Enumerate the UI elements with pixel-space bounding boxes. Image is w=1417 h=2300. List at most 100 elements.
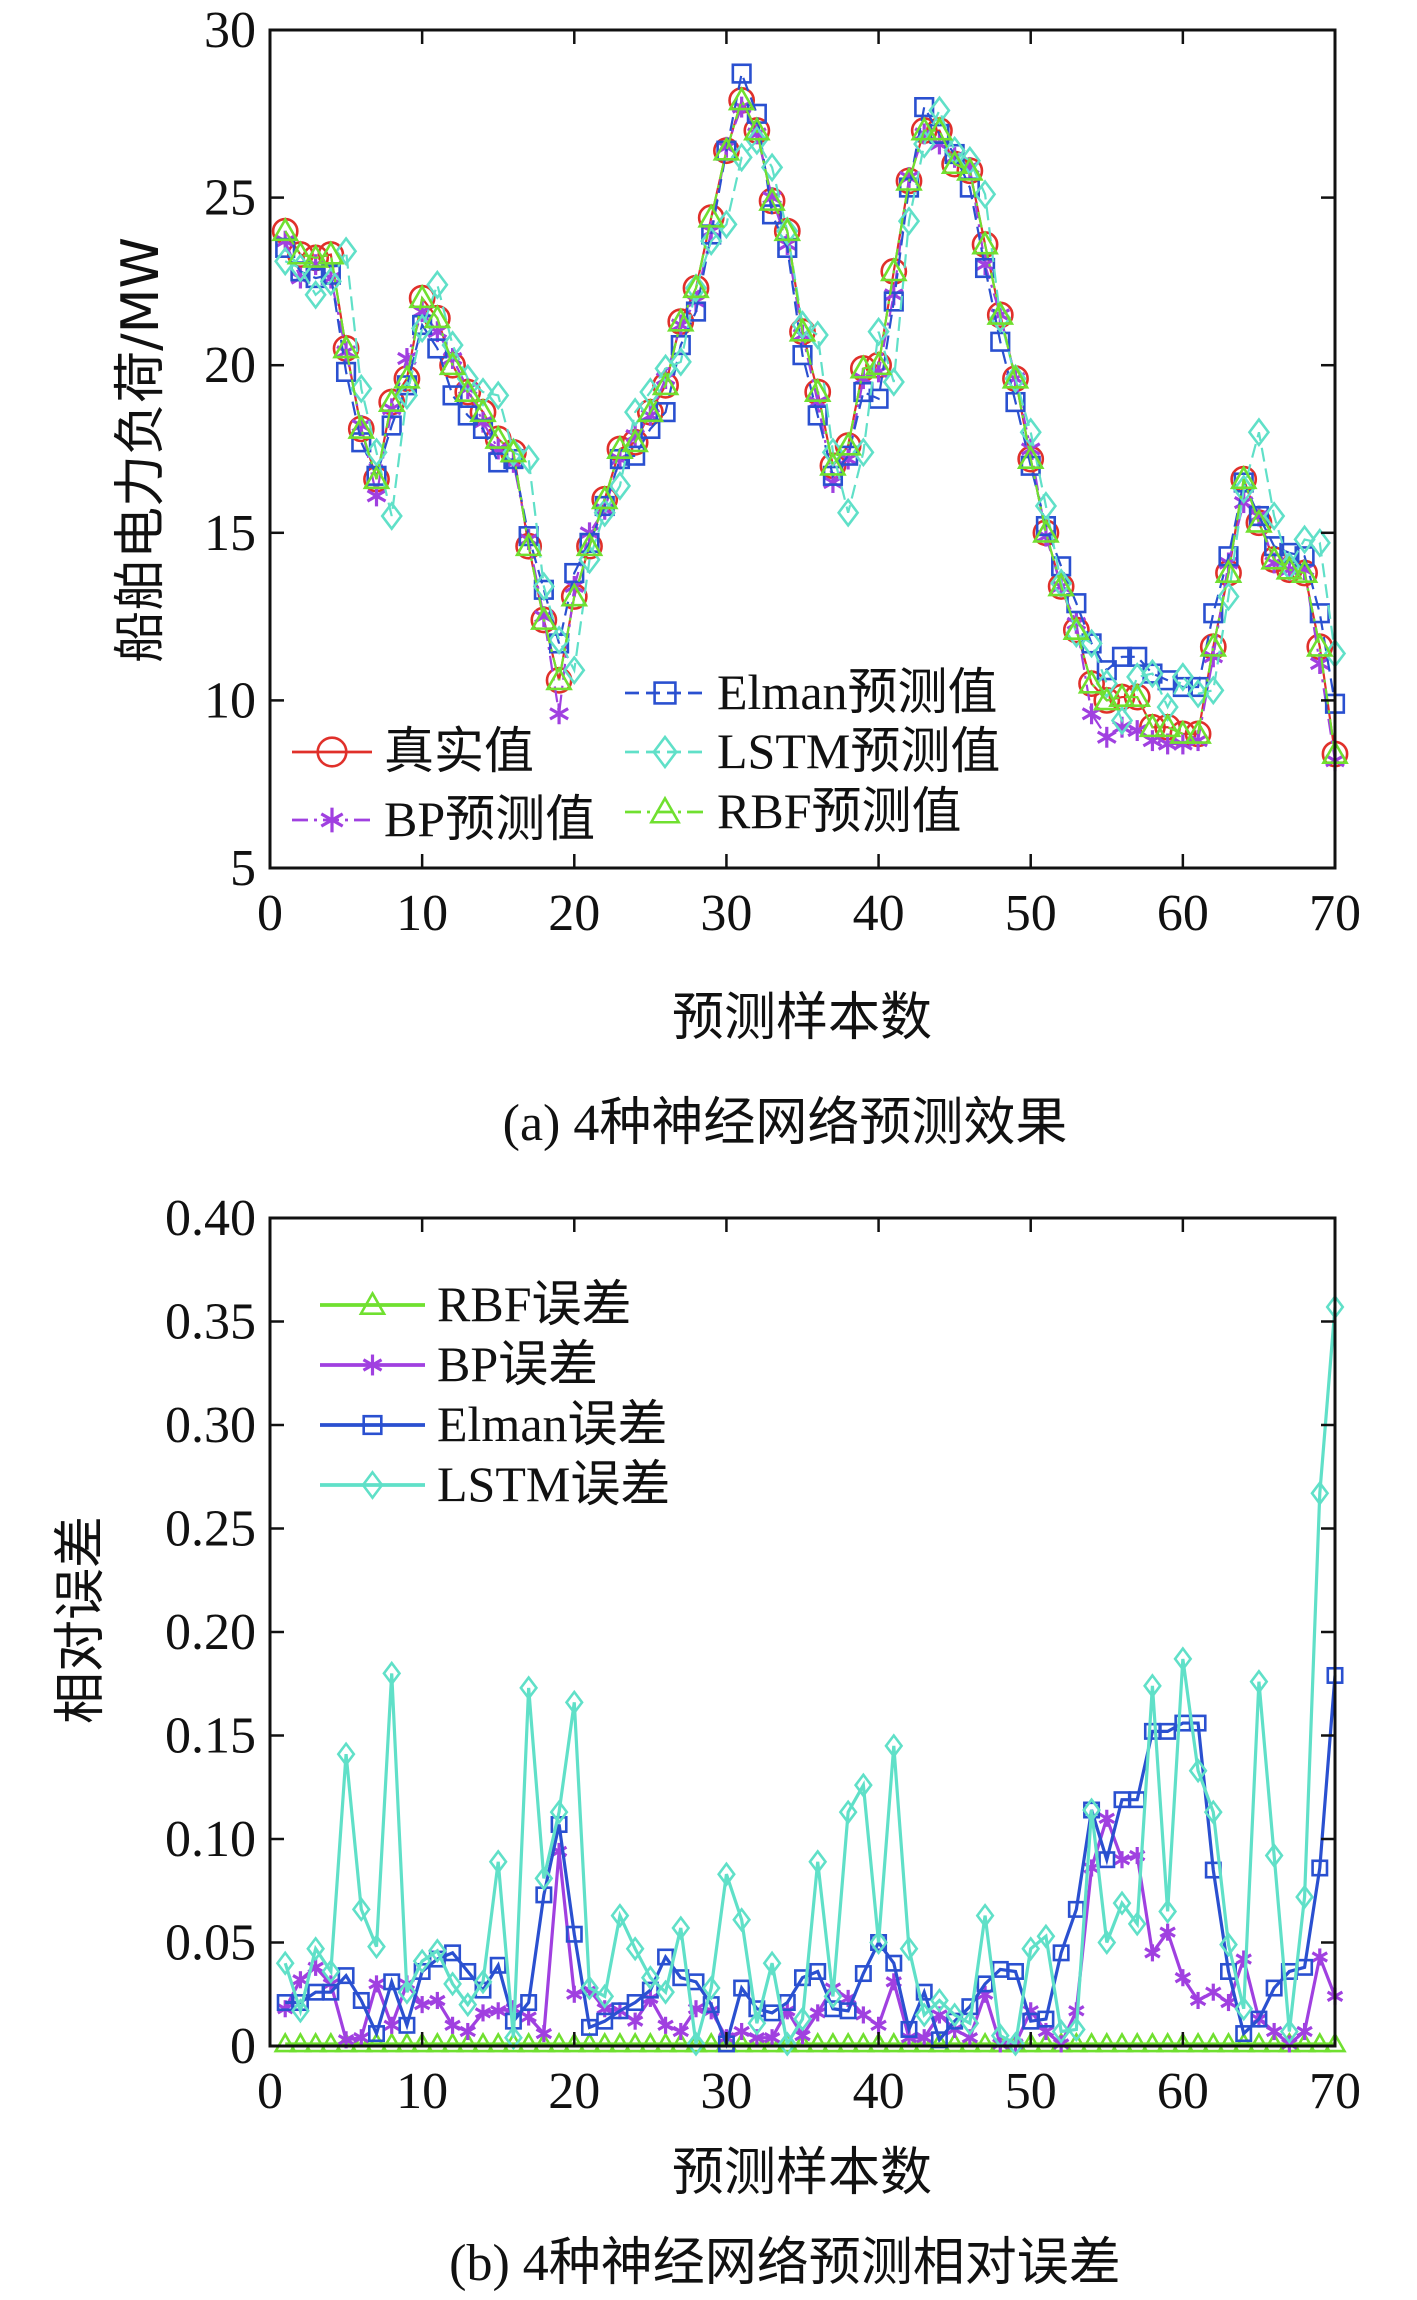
data-point (1021, 1936, 1041, 1962)
data-point (670, 334, 691, 356)
data-point (427, 1938, 447, 1964)
data-point (1112, 1890, 1132, 1916)
data-point (883, 291, 904, 312)
legend-marker (316, 736, 348, 768)
data-point (729, 2031, 754, 2053)
data-point (727, 86, 756, 111)
data-point (519, 1675, 539, 1701)
data-point (453, 377, 482, 402)
data-point (441, 330, 464, 360)
data-point (912, 2031, 936, 2053)
data-point (867, 316, 890, 347)
data-point (549, 1799, 569, 1825)
data-point (700, 226, 723, 256)
data-point (1004, 363, 1027, 394)
data-point (291, 1998, 310, 2024)
data-point (608, 471, 632, 501)
legend-label: Elman误差 (437, 1396, 668, 1452)
data-point (317, 240, 345, 265)
data-point (1171, 2031, 1195, 2053)
legend-item: Elman预测值 (625, 664, 998, 720)
data-point (773, 216, 802, 242)
data-point (535, 2025, 553, 2043)
data-point (640, 1965, 660, 1991)
data-point (1125, 2031, 1149, 2053)
data-point (545, 666, 573, 691)
x-tick-label: 40 (853, 2063, 905, 2120)
data-point (853, 381, 874, 403)
data-point (1234, 1996, 1254, 2022)
data-point (442, 385, 463, 406)
legend-item: LSTM误差 (320, 1456, 670, 1512)
data-point (761, 204, 783, 225)
data-point (788, 317, 817, 342)
data-point (732, 1907, 752, 1933)
data-point (712, 136, 741, 161)
data-point (1144, 1944, 1161, 1962)
data-point (745, 125, 768, 156)
data-point (686, 2031, 706, 2057)
chart-b-series-layer (273, 1294, 1347, 2057)
data-point (973, 179, 997, 210)
data-point (1051, 2018, 1071, 2045)
data-point (1229, 464, 1258, 490)
legend-item: BP误差 (320, 1336, 598, 1392)
data-point (1123, 682, 1152, 708)
x-tick-label: 70 (1309, 885, 1361, 942)
data-point (292, 1971, 309, 1989)
data-point (490, 2002, 507, 2020)
data-point (975, 1903, 995, 1929)
legend-marker (361, 1470, 384, 1500)
data-point (488, 1849, 508, 1875)
data-point (1311, 1859, 1329, 1877)
x-tick-label: 0 (257, 2063, 283, 2120)
data-point (625, 1936, 645, 1962)
legend-label: Elman预测值 (717, 664, 998, 720)
series-2 (275, 63, 1346, 714)
legend-marker (362, 1354, 383, 1376)
data-point (823, 1983, 843, 2009)
x-tick-label: 10 (396, 2063, 448, 2120)
data-point (656, 1979, 675, 2005)
data-point (626, 2012, 644, 2030)
data-point (942, 2031, 967, 2053)
data-point (1235, 2025, 1253, 2043)
y-tick-label: 25 (204, 170, 256, 227)
data-point (915, 1983, 933, 2001)
data-point (301, 243, 330, 268)
y-tick-label: 0 (230, 2018, 256, 2075)
data-point (367, 1934, 386, 1960)
data-point (1186, 2031, 1210, 2053)
x-tick-label: 40 (853, 885, 905, 942)
data-point (575, 532, 604, 557)
data-point (897, 2031, 921, 2053)
legend-item: RBF预测值 (625, 783, 962, 839)
data-point (1265, 1979, 1283, 1997)
data-point (879, 257, 908, 282)
data-point (914, 2002, 934, 2028)
data-point (930, 1987, 949, 2013)
y-tick-label: 0.35 (165, 1294, 256, 1351)
data-point (1034, 2031, 1058, 2053)
chart-a-xlabel: 预测样本数 (672, 988, 932, 1048)
data-point (532, 571, 555, 602)
y-tick-label: 0.15 (165, 1708, 256, 1765)
data-point (423, 304, 452, 329)
data-point (1250, 2010, 1268, 2028)
legend-label: LSTM误差 (437, 1456, 670, 1512)
data-point (380, 501, 403, 531)
data-point (854, 1965, 872, 1983)
data-point (534, 1865, 554, 1891)
data-point (760, 2031, 784, 2053)
chart-a-frame (268, 28, 1337, 870)
y-tick-label: 0.05 (165, 1915, 256, 1972)
data-point (925, 116, 954, 141)
data-point (395, 2031, 419, 2053)
data-point (1158, 1898, 1178, 1924)
data-point (916, 2029, 933, 2047)
data-point (1066, 2016, 1086, 2042)
data-point (1006, 2031, 1025, 2057)
data-point (651, 371, 680, 396)
chart-a-caption: (a) 4种神经网络预测效果 (503, 1095, 1068, 1152)
data-point (1262, 2031, 1286, 2053)
